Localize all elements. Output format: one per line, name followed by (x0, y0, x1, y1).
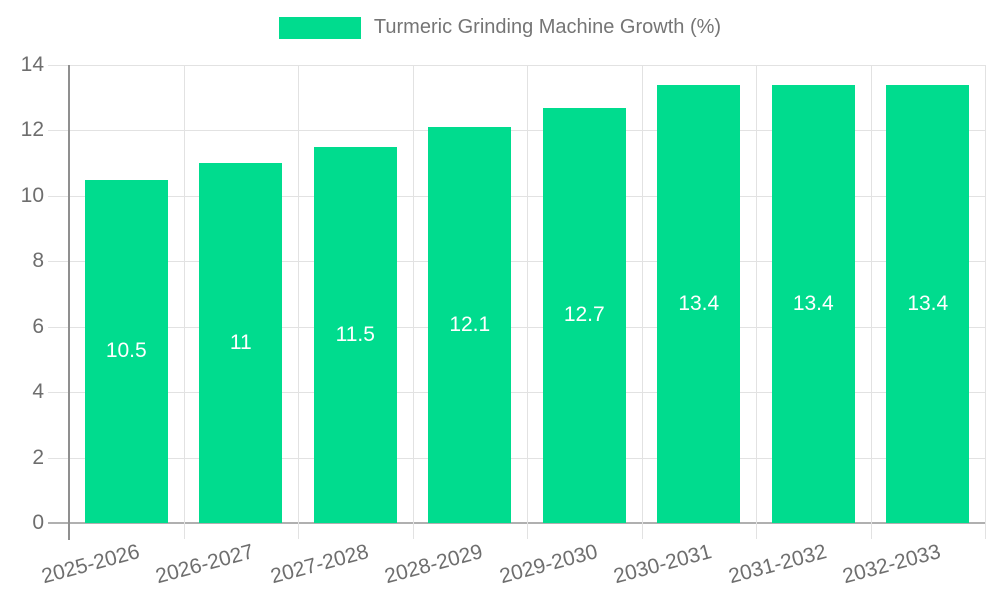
legend[interactable]: Turmeric Grinding Machine Growth (%) (0, 16, 1000, 39)
x-tick-label: 2032-2033 (840, 540, 944, 589)
bar-value-label: 10.5 (105, 339, 147, 363)
x-tick-label: 2030-2031 (611, 540, 715, 589)
bar-value-label: 12.1 (449, 313, 491, 337)
x-tick-label: 2027-2028 (267, 540, 371, 589)
x-tick-label: 2028-2029 (382, 540, 486, 589)
bar[interactable] (657, 84, 741, 523)
bar-value-label: 11 (229, 331, 252, 355)
y-tick-label: 10 (20, 183, 44, 207)
x-tick-label: 2026-2027 (153, 540, 257, 589)
bar[interactable] (84, 179, 168, 523)
y-tick-label: 8 (32, 249, 44, 273)
bar-value-label: 13.4 (792, 291, 834, 315)
y-tick-label: 12 (20, 118, 44, 142)
bar-value-label: 11.5 (335, 322, 375, 346)
bar-value-label: 12.7 (563, 303, 605, 327)
legend-label: Turmeric Grinding Machine Growth (%) (373, 16, 722, 38)
x-tick-label: 2031-2032 (725, 540, 829, 589)
gridline-h (48, 195, 985, 197)
gridline-h (48, 326, 985, 328)
gridline-v (641, 65, 643, 539)
gridline-h (48, 65, 985, 66)
bar[interactable] (771, 84, 855, 523)
gridline-h (48, 392, 985, 394)
y-tick-label: 4 (32, 380, 44, 404)
gridline-h (48, 457, 985, 459)
legend-swatch (278, 16, 361, 39)
y-tick-label: 14 (20, 53, 44, 76)
y-tick-label: 2 (32, 445, 44, 469)
bar[interactable] (199, 163, 283, 523)
x-tick-label: 2025-2026 (38, 540, 142, 589)
gridline-h (48, 130, 985, 132)
bar-value-label: 13.4 (907, 291, 949, 315)
gridline-h (48, 261, 985, 263)
bar[interactable] (542, 107, 626, 523)
gridline-v (412, 65, 414, 539)
bar-value-label: 13.4 (678, 291, 720, 315)
bar[interactable] (886, 84, 970, 523)
bar[interactable] (313, 146, 397, 523)
y-axis-line (68, 65, 70, 540)
gridline-v (756, 65, 757, 539)
gridline-v (183, 65, 185, 539)
gridline-v (870, 65, 872, 539)
y-tick-label: 0 (32, 511, 44, 534)
x-tick-label: 2029-2030 (496, 540, 600, 589)
y-tick-label: 6 (32, 314, 44, 338)
gridline-v (298, 65, 299, 539)
gridline-h (48, 522, 985, 524)
gridline-v (985, 65, 986, 539)
gridline-v (527, 65, 528, 539)
bar[interactable] (428, 127, 512, 523)
